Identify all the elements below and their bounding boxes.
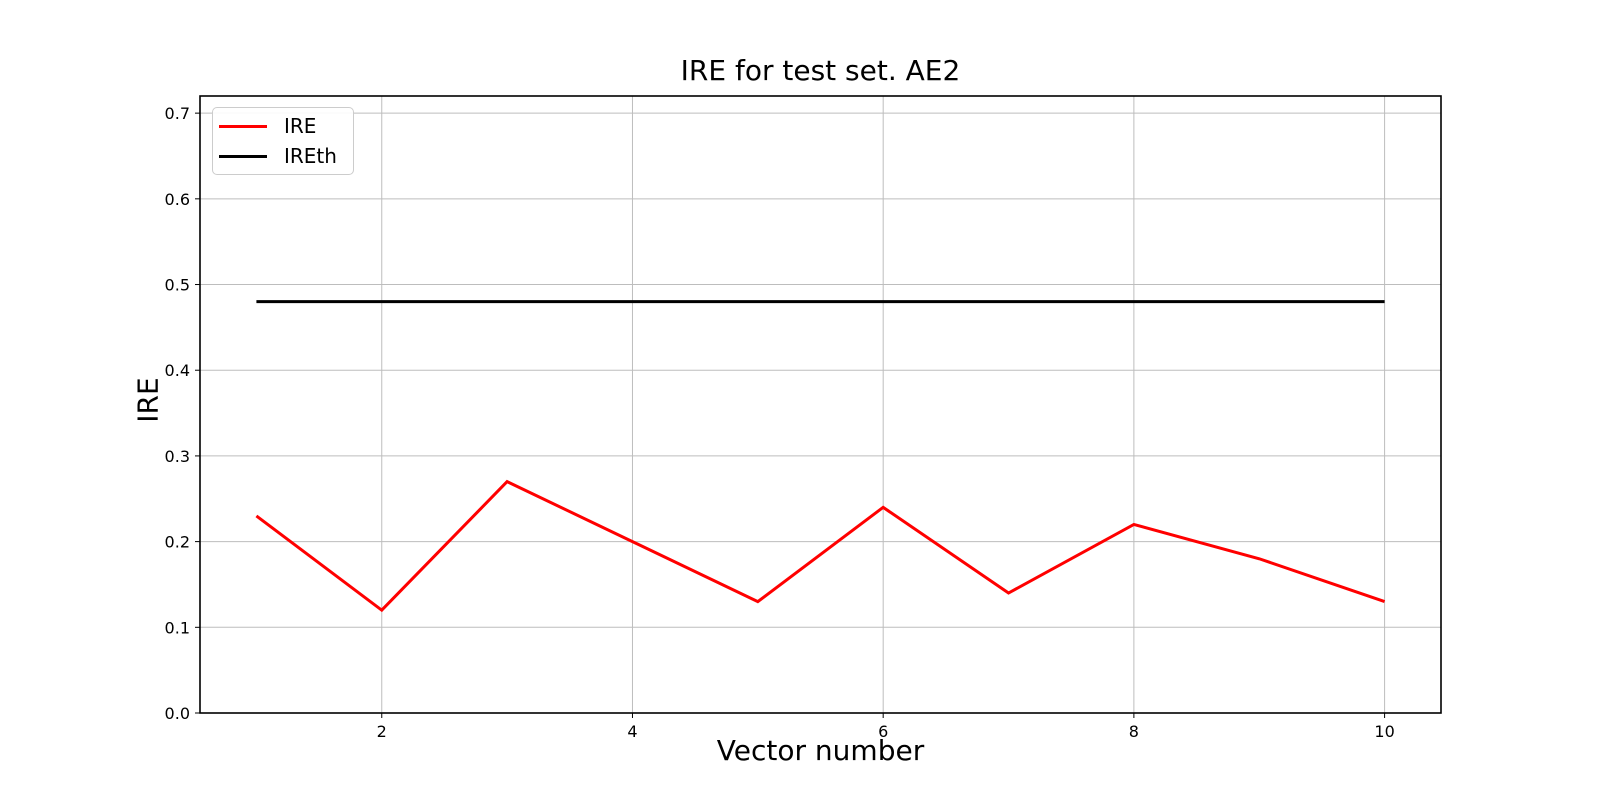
x-tick-label: 10 xyxy=(1374,722,1394,741)
y-tick-label: 0.6 xyxy=(165,190,190,209)
legend-line-sample xyxy=(219,124,267,128)
legend-entry-ire: IRE xyxy=(219,111,337,141)
x-axis-label: Vector number xyxy=(716,734,925,767)
y-tick-label: 0.2 xyxy=(165,533,190,552)
legend-line-sample xyxy=(219,154,267,158)
y-tick-label: 0.5 xyxy=(165,276,190,295)
legend-label: IREth xyxy=(284,144,337,168)
y-tick-label: 0.1 xyxy=(165,618,190,637)
x-tick-label: 2 xyxy=(377,722,387,741)
legend-label: IRE xyxy=(284,114,317,138)
y-tick-label: 0.4 xyxy=(165,361,190,380)
x-tick-label: 8 xyxy=(1129,722,1139,741)
y-tick-label: 0.3 xyxy=(165,447,190,466)
x-tick-label: 4 xyxy=(627,722,637,741)
y-tick-label: 0.0 xyxy=(165,704,190,723)
axes-frame xyxy=(199,95,1442,714)
legend: IRE IREth xyxy=(212,107,354,175)
legend-entry-ireth: IREth xyxy=(219,141,337,171)
chart-title: IRE for test set. AE2 xyxy=(680,54,961,87)
y-tick-label: 0.7 xyxy=(165,104,190,123)
x-tick-label: 6 xyxy=(878,722,888,741)
series-line-ire xyxy=(255,479,1386,613)
